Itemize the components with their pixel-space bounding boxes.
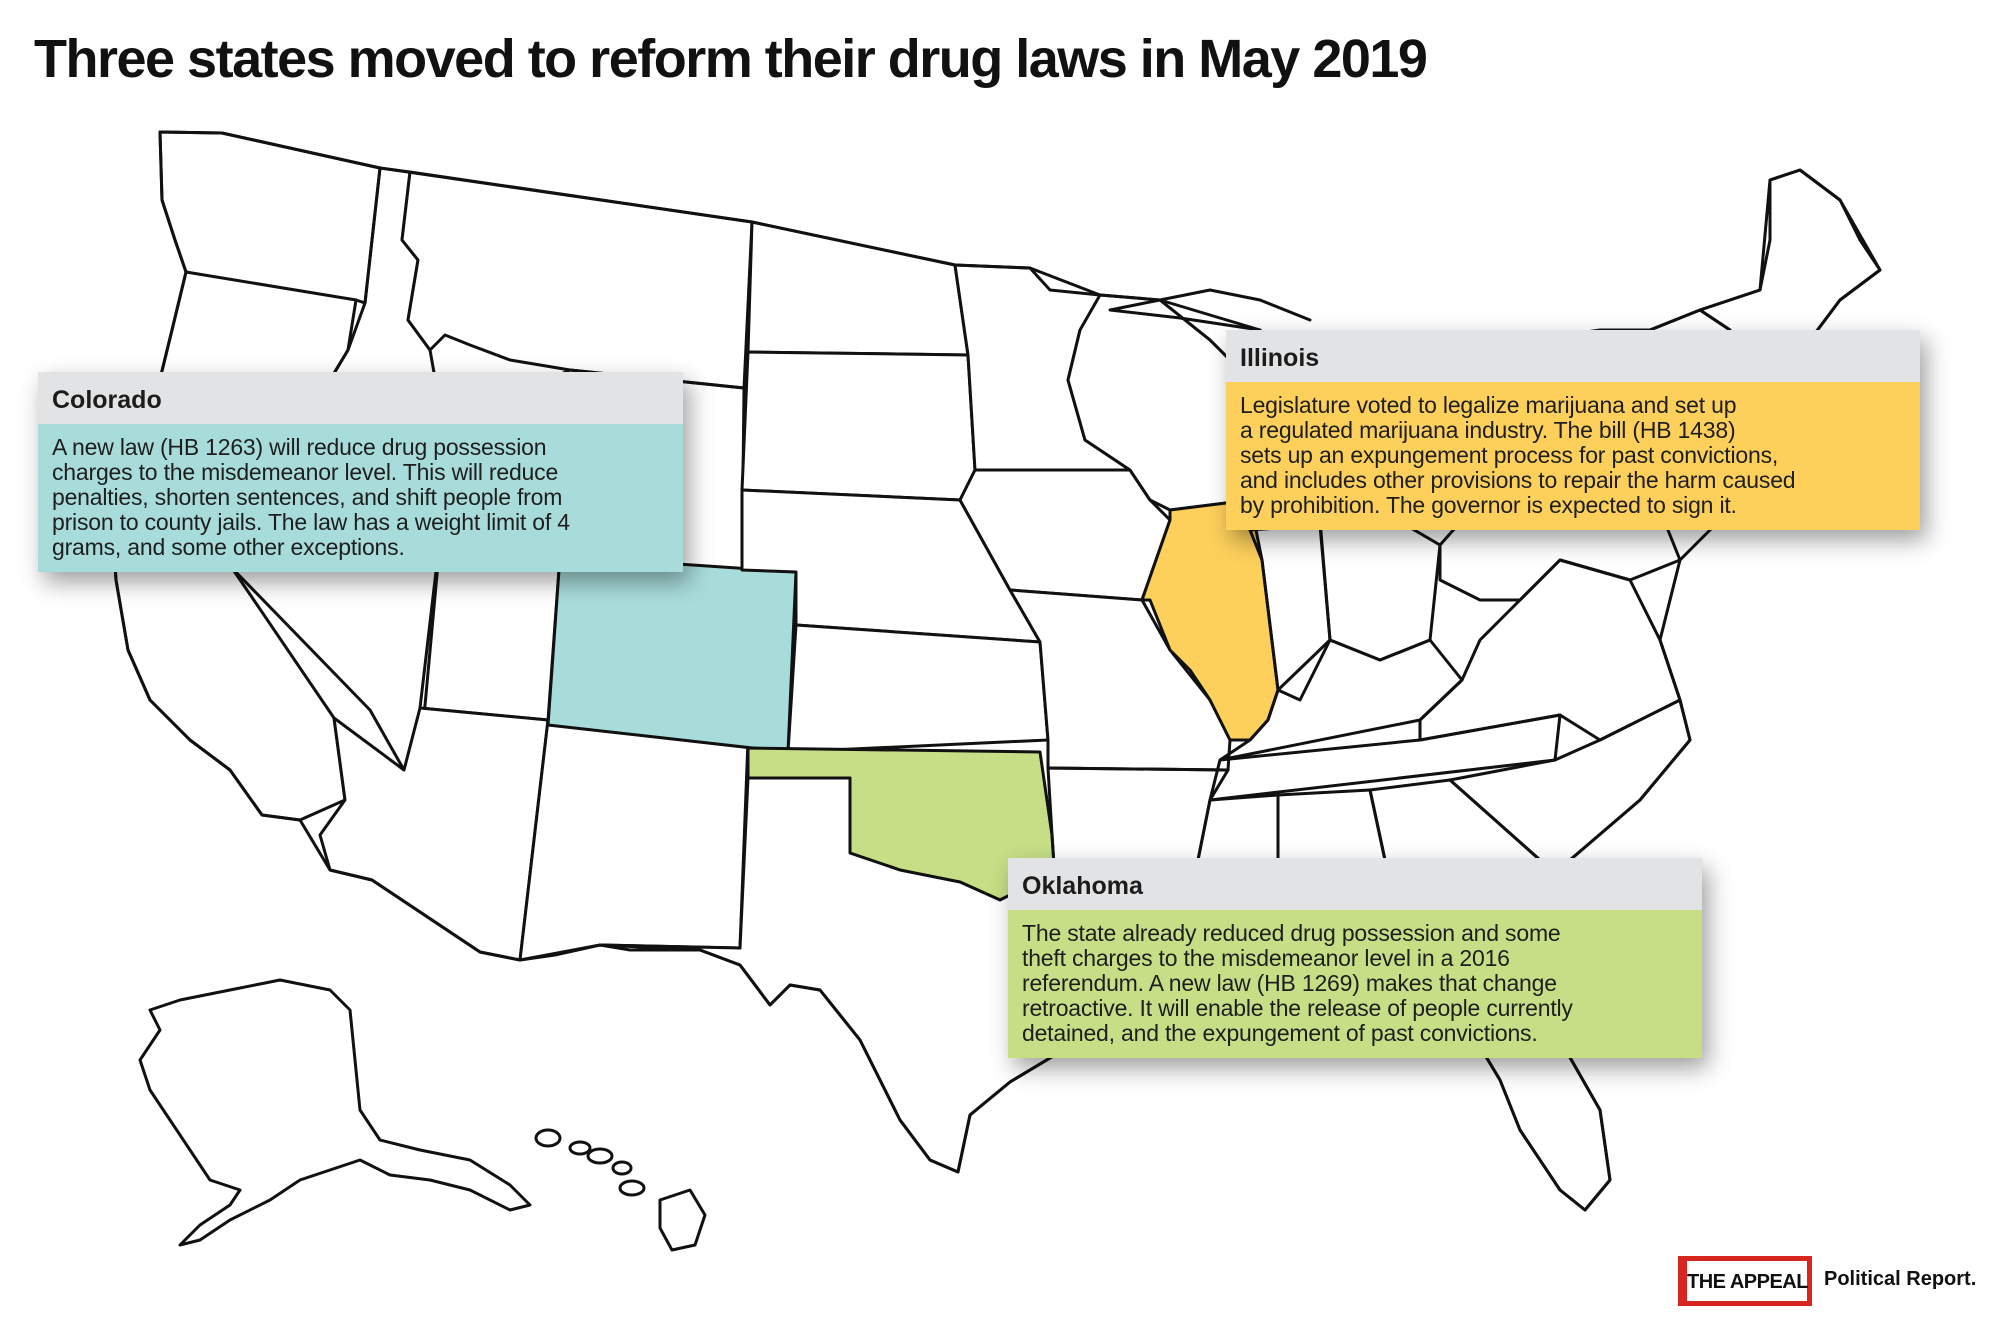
state-kansas — [786, 623, 1050, 754]
state-carolinas — [1448, 698, 1692, 862]
card-title-colorado: Colorado — [38, 372, 683, 424]
card-text-line: penalties, shorten sentences, and shift … — [52, 484, 563, 510]
state-colorado — [546, 554, 798, 754]
card-text-line: by prohibition. The governor is expected… — [1240, 492, 1737, 518]
page-title: Three states moved to reform their drug … — [34, 29, 1428, 89]
info-card-oklahoma: Oklahoma The state already reduced drug … — [1008, 858, 1702, 1058]
state-ohio — [1318, 508, 1442, 662]
card-title-illinois: Illinois — [1226, 330, 1920, 382]
card-text-line: retroactive. It will enable the release … — [1022, 995, 1573, 1021]
card-text-line: a regulated marijuana industry. The bill… — [1240, 417, 1736, 443]
card-text-line: charges to the misdemeanor level. This w… — [52, 459, 559, 485]
card-text-line: A new law (HB 1263) will reduce drug pos… — [52, 434, 547, 460]
state-virginia-wv — [1418, 558, 1682, 742]
card-text-line: theft charges to the misdemeanor level i… — [1022, 945, 1510, 971]
state-new-mexico — [518, 718, 750, 962]
logo-mark: THE APPEAL — [1678, 1256, 1812, 1306]
info-card-illinois: Illinois Legislature voted to legalize m… — [1226, 330, 1920, 530]
state-montana — [400, 170, 754, 390]
card-text-line: The state already reduced drug possessio… — [1022, 920, 1561, 946]
state-hawaii — [534, 1128, 707, 1252]
card-text-line: referendum. A new law (HB 1269) makes th… — [1022, 970, 1557, 996]
state-tennessee — [1208, 713, 1562, 802]
card-text-line: Legislature voted to legalize marijuana … — [1240, 392, 1737, 418]
state-alaska — [138, 978, 532, 1247]
card-text-line: sets up an expungement process for past … — [1240, 442, 1779, 468]
card-body-colorado: A new law (HB 1263) will reduce drug pos… — [38, 424, 683, 572]
logo-publication-name: Political Report. — [1824, 1268, 1977, 1290]
card-body-oklahoma: The state already reduced drug possessio… — [1008, 910, 1702, 1058]
card-text-line: and includes other provisions to repair … — [1240, 467, 1796, 493]
card-body-illinois: Legislature voted to legalize marijuana … — [1226, 382, 1920, 530]
card-text-line: prison to county jails. The law has a we… — [52, 509, 570, 535]
card-text-line: grams, and some other exceptions. — [52, 534, 405, 560]
card-text-line: detained, and the expungement of past co… — [1022, 1020, 1538, 1046]
info-card-colorado: Colorado A new law (HB 1263) will reduce… — [38, 372, 683, 572]
state-north-dakota — [746, 220, 970, 357]
state-south-dakota — [740, 350, 977, 502]
logo-mark-text: THE APPEAL — [1687, 1271, 1808, 1293]
card-title-oklahoma: Oklahoma — [1008, 858, 1702, 910]
